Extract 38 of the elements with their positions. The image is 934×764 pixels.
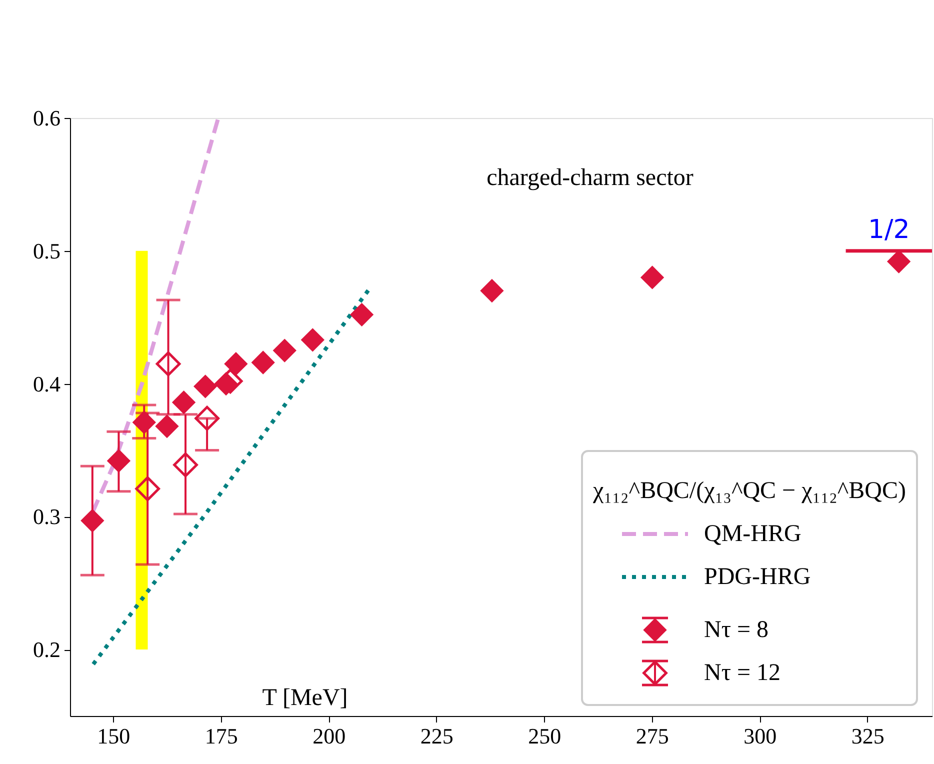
- x-tick-label: 300: [744, 724, 777, 748]
- point: [80, 508, 104, 532]
- annotation: charged-charm sector: [486, 165, 694, 191]
- point: [106, 449, 131, 473]
- y-tick-label: 0.2: [33, 637, 60, 662]
- point: [173, 452, 198, 478]
- x-tick-label: 275: [636, 724, 669, 748]
- point: [224, 352, 248, 376]
- legend-label: Nτ = 8: [704, 617, 769, 643]
- x-tick-label: 175: [204, 724, 238, 748]
- point: [251, 350, 275, 374]
- point: [132, 410, 156, 434]
- legend-label: QM-HRG: [704, 521, 802, 547]
- point: [172, 390, 196, 414]
- point: [480, 278, 504, 303]
- y-tick-label: 0.3: [33, 504, 60, 530]
- y-tick-label: 0.6: [33, 106, 60, 130]
- point: [194, 406, 220, 431]
- point: [350, 302, 374, 327]
- legend-title: χ₁₁₂^BQC/(χ₁₃^QC − χ₁₁₂^BQC): [592, 478, 906, 504]
- point: [300, 328, 324, 352]
- point: [640, 266, 664, 290]
- x-tick-label: 200: [312, 724, 346, 748]
- point: [272, 338, 296, 362]
- point: [194, 374, 218, 398]
- annotation: 1/2: [868, 214, 910, 245]
- x-tick-label: 325: [851, 724, 884, 748]
- y-tick-label: 0.4: [33, 371, 60, 396]
- x-axis-title: T [MeV]: [262, 685, 348, 711]
- x-tick-label: 250: [528, 724, 562, 748]
- legend-label: PDG-HRG: [704, 564, 811, 590]
- point: [155, 414, 179, 438]
- legend-label: Nτ = 12: [704, 660, 781, 686]
- x-tick-label: 150: [97, 724, 130, 748]
- x-tick-label: 225: [420, 724, 454, 748]
- point: [156, 351, 181, 376]
- point: [135, 476, 160, 502]
- y-tick-label: 0.5: [33, 238, 60, 264]
